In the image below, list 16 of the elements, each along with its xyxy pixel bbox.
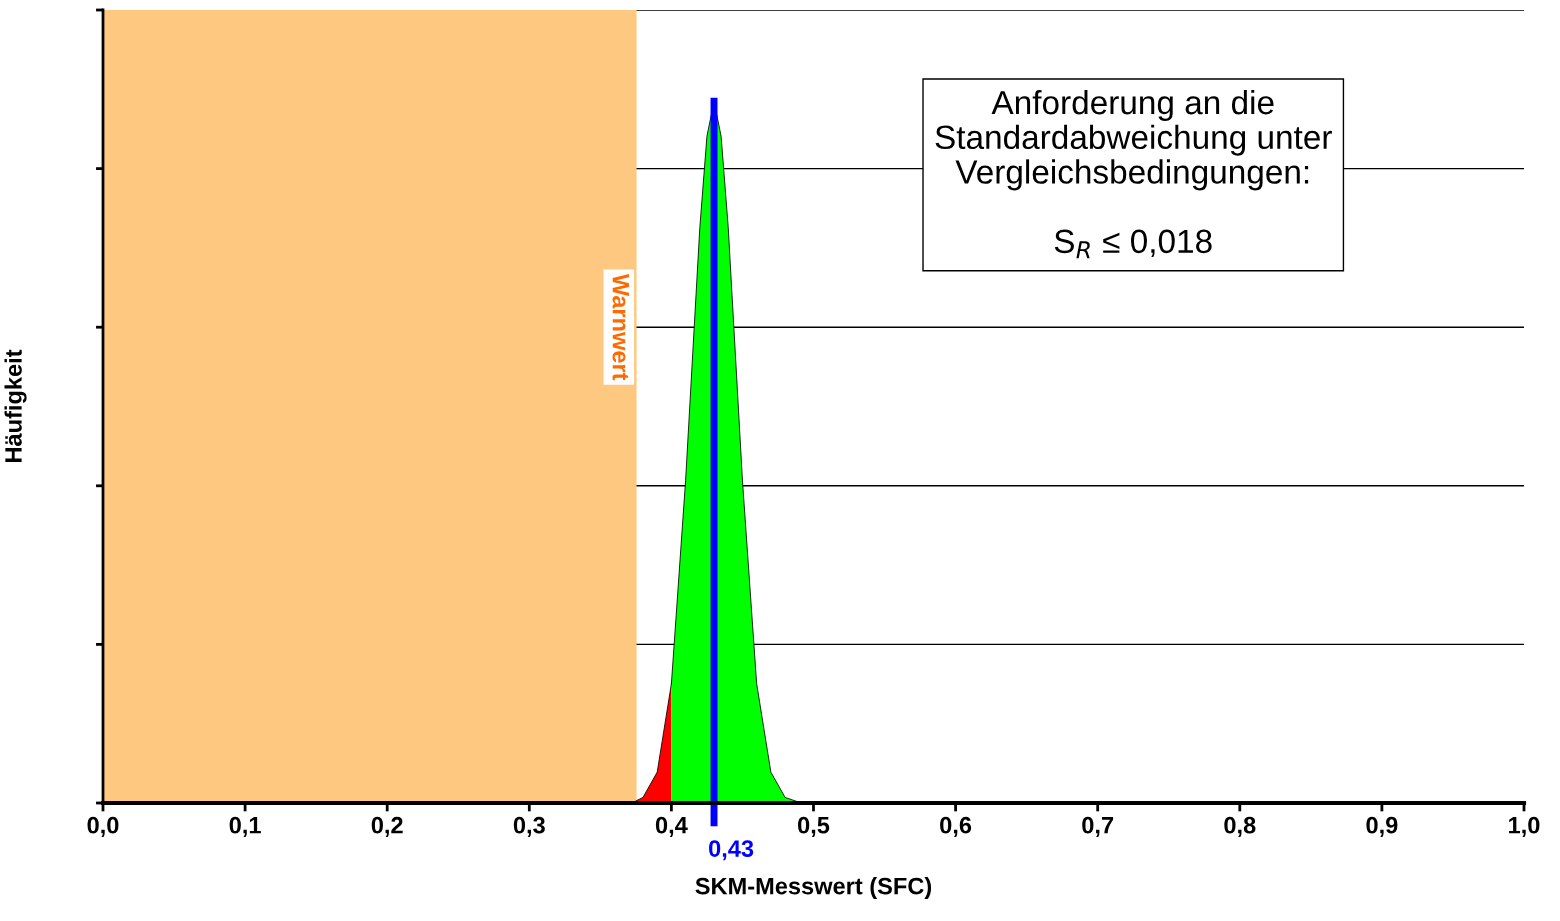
annotation: Anforderung an die Standardabweichung unter Vergleichsbedingungen: S$_{R}$ ≤ 0,018	[935, 89, 1332, 259]
x-tick-label: 0,7	[1082, 816, 1114, 837]
x-tick-label: 0,9	[1366, 816, 1398, 837]
x-tick-label: 1,0	[1509, 816, 1540, 837]
x-tick-label: 0,3	[513, 816, 545, 837]
y-axis-title: Häufigkeit	[4, 349, 27, 462]
ref-line-label: 0,43	[709, 840, 754, 861]
x-tick-label: 0,2	[371, 816, 403, 837]
x-tick-label: 0,1	[229, 816, 261, 837]
x-tick-label: 0,0	[87, 816, 119, 837]
x-tick-label: 0,4	[655, 816, 688, 837]
band-label: Warnwert	[612, 273, 629, 381]
x-tick-label: 0,6	[940, 816, 972, 837]
x-tick-label: 0,8	[1224, 816, 1256, 837]
x-axis-title: SKM-Messwert (SFC)	[695, 877, 932, 900]
x-tick-label: 0,5	[798, 816, 830, 837]
